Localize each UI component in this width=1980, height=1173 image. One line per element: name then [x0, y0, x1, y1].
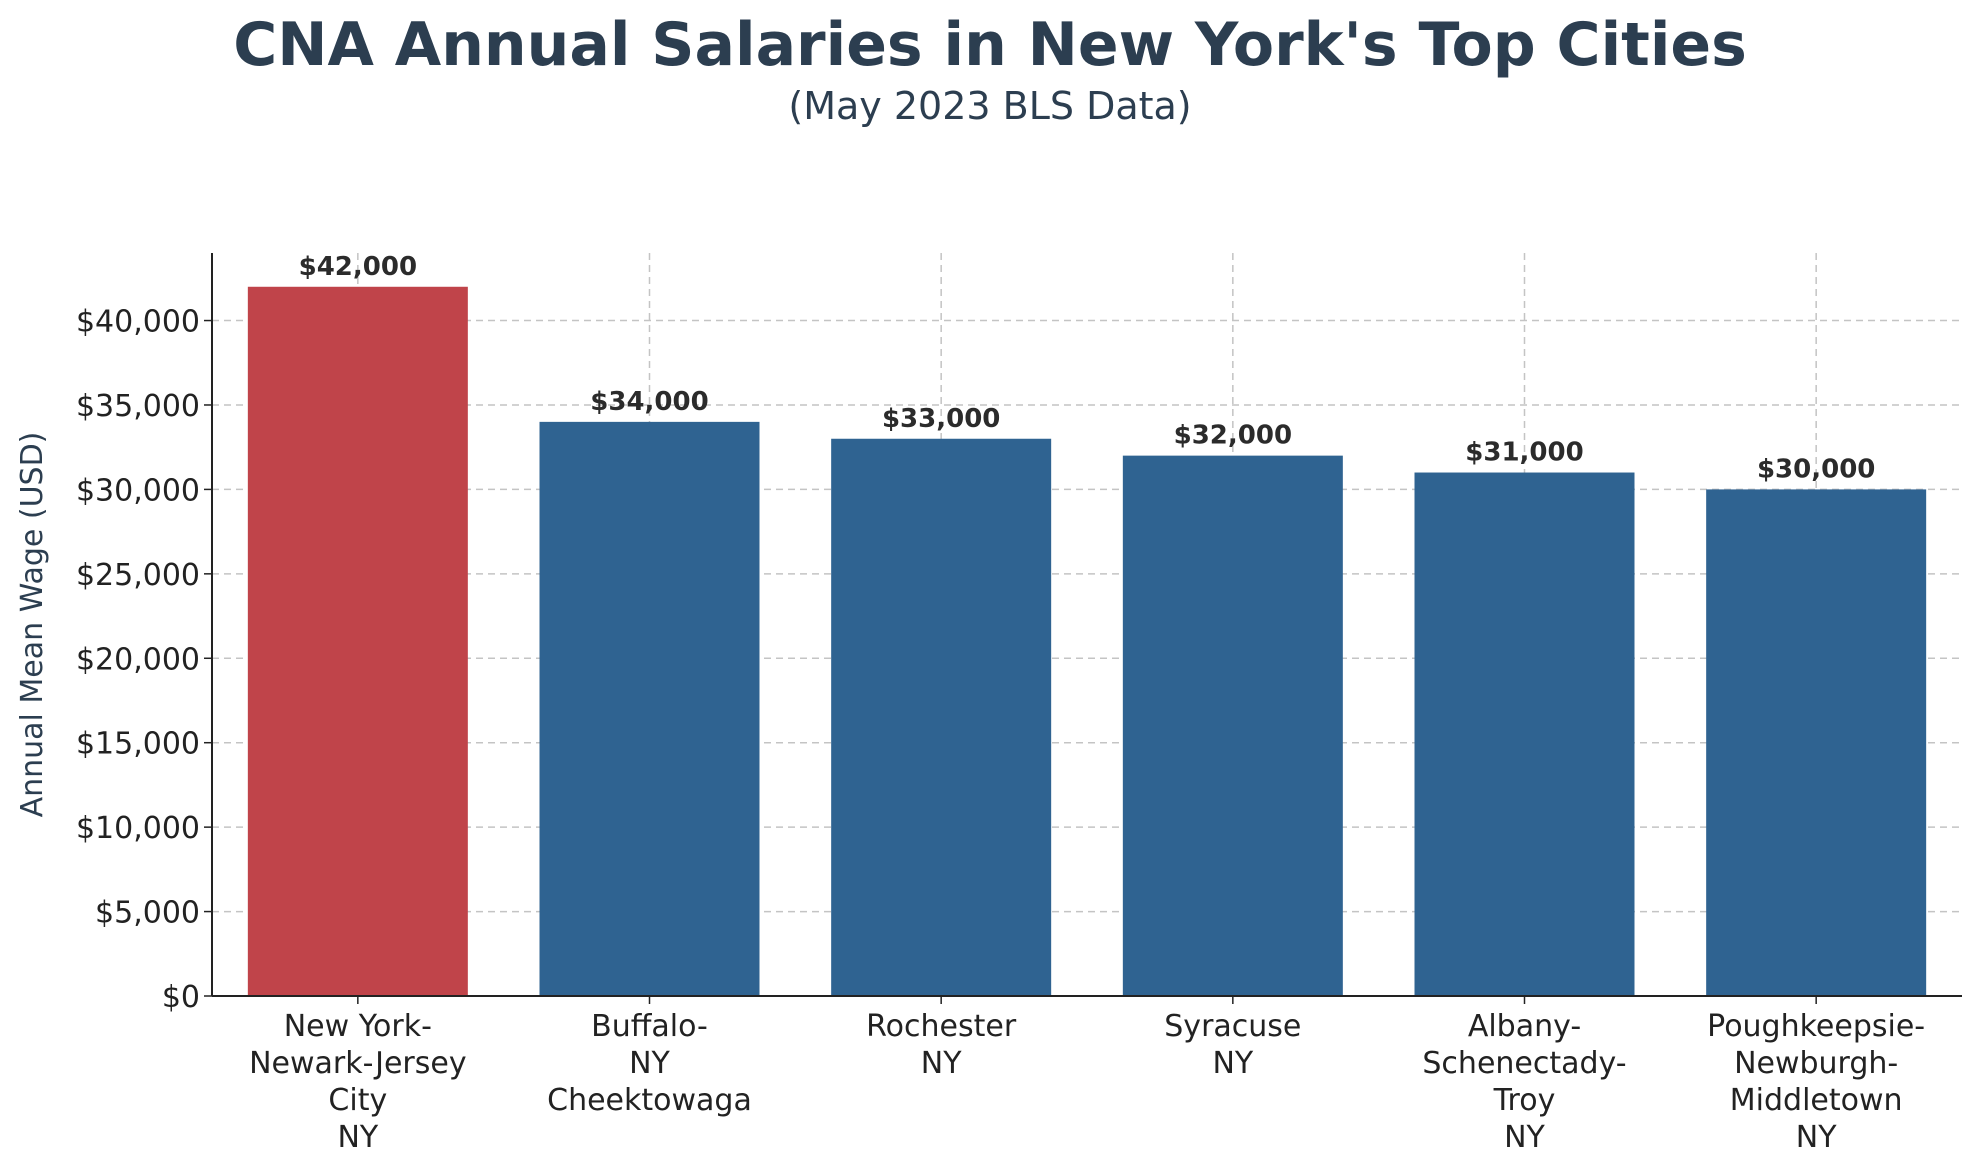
x-tick-label-line: Schenectady- [1422, 1046, 1626, 1081]
bars [247, 286, 1927, 997]
x-tick-label-line: Syracuse [1164, 1009, 1301, 1044]
data-label: $34,000 [590, 387, 708, 417]
bar [1706, 489, 1927, 996]
x-tick-label-line: Cheektowaga [547, 1083, 752, 1118]
bar [831, 438, 1052, 996]
x-tick-label-line: Middletown [1730, 1083, 1903, 1118]
bar [539, 421, 760, 996]
y-tick-label: $20,000 [76, 642, 200, 677]
x-tick-label-line: Newburgh- [1734, 1046, 1898, 1081]
x-tick-label: New York-Newark-Jersey City NY [249, 1009, 467, 1155]
data-label: $33,000 [882, 404, 1000, 434]
y-tick-label: $10,000 [76, 811, 200, 846]
x-tick-label-line: NY [921, 1046, 962, 1081]
y-tick-label: $0 [162, 980, 200, 1015]
chart-subtitle: (May 2023 BLS Data) [788, 84, 1192, 128]
x-tick-label-line: Troy [1493, 1083, 1556, 1118]
bar [247, 286, 468, 997]
data-label: $30,000 [1757, 454, 1875, 484]
x-tick-label-line: City [328, 1083, 387, 1118]
y-tick-label: $25,000 [76, 558, 200, 593]
bar [1414, 472, 1635, 997]
x-tick-label: Buffalo-NY Cheektowaga [547, 1009, 752, 1118]
x-tick-label-line: Poughkeepsie- [1707, 1009, 1925, 1044]
chart-title: CNA Annual Salaries in New York's Top Ci… [233, 10, 1747, 80]
x-tick-label: Poughkeepsie-Newburgh-Middletown NY [1707, 1009, 1925, 1155]
x-tick-label-line: NY [1212, 1046, 1253, 1081]
axes [204, 253, 1962, 1004]
y-tick-label: $30,000 [76, 473, 200, 508]
x-tick-label-line: NY [1504, 1120, 1545, 1155]
y-tick-labels: $0 $5,000 $10,000 $15,000 $20,000 $25,000 $30,… [76, 305, 200, 1015]
x-tick-label-line: Buffalo- [591, 1009, 708, 1044]
x-tick-label-line: NY [1796, 1120, 1837, 1155]
x-tick-label: Rochester NY [866, 1009, 1017, 1081]
x-tick-label-line: Newark-Jersey [249, 1046, 467, 1081]
y-tick-label: $5,000 [95, 896, 200, 931]
bar [1122, 455, 1343, 996]
y-tick-label: $40,000 [76, 305, 200, 340]
y-axis-label: Annual Mean Wage (USD) [15, 432, 50, 818]
data-label: $42,000 [299, 252, 417, 282]
x-tick-label: Syracuse NY [1164, 1009, 1301, 1081]
x-tick-label-line: Albany- [1468, 1009, 1581, 1044]
data-label: $31,000 [1465, 438, 1583, 468]
y-tick-label: $35,000 [76, 389, 200, 424]
x-tick-label-line: New York- [284, 1009, 432, 1044]
x-tick-label-line: Rochester [866, 1009, 1017, 1044]
x-tick-label-line: NY [629, 1046, 670, 1081]
x-tick-label: Albany-Schenectady-Troy NY [1422, 1009, 1626, 1155]
data-label: $32,000 [1174, 421, 1292, 451]
grid-lines [212, 253, 1962, 996]
y-tick-label: $15,000 [76, 727, 200, 762]
data-labels: $42,000 $34,000 $33,000 $32,000 $31,000 $30,0… [299, 252, 1876, 485]
x-tick-label-line: NY [337, 1120, 378, 1155]
